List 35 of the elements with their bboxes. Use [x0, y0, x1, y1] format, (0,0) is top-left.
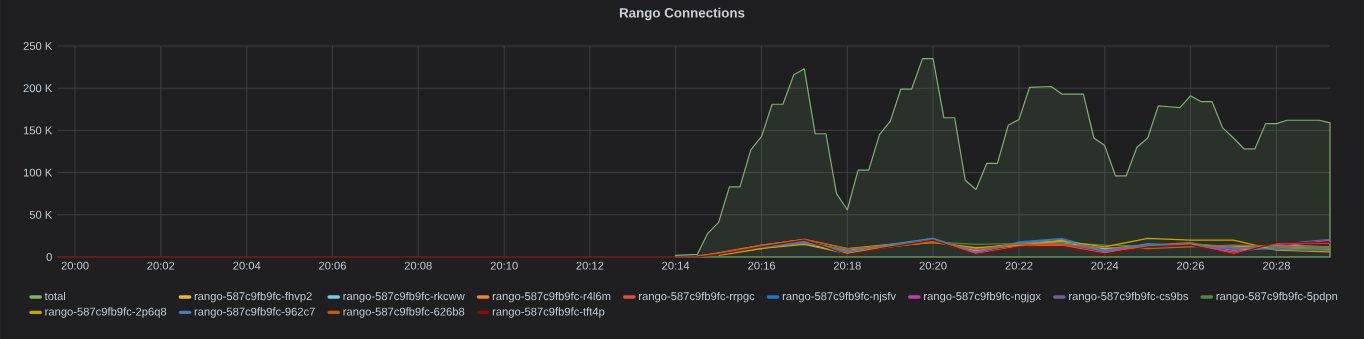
x-tick-label: 20:26 — [1177, 261, 1204, 270]
legend-label: rango-587c9fb9fc-fhvp2 — [194, 291, 312, 303]
y-tick-label: 200 K — [23, 84, 53, 93]
legend-label: rango-587c9fb9fc-tft4p — [492, 307, 605, 318]
legend-label: rango-587c9fb9fc-cs9bs — [1069, 291, 1189, 303]
legend-label: rango-587c9fb9fc-5pdpn — [1216, 291, 1338, 303]
legend-label: rango-587c9fb9fc-r4l6m — [492, 291, 611, 303]
x-tick-label: 20:24 — [1091, 261, 1119, 270]
x-tick-label: 20:28 — [1262, 261, 1290, 270]
x-tick-label: 20:06 — [319, 261, 346, 270]
x-tick-label: 20:16 — [748, 261, 776, 270]
legend-label: rango-587c9fb9fc-njsfv — [782, 291, 896, 303]
y-tick-label: 150 K — [23, 126, 53, 135]
x-tick-label: 20:02 — [147, 261, 175, 270]
x-tick-label: 20:08 — [404, 261, 432, 270]
legend-label: rango-587c9fb9fc-2p6q8 — [45, 307, 167, 318]
x-tick-label: 20:00 — [61, 261, 89, 270]
y-tick-label: 0 — [46, 253, 52, 261]
x-tick-label: 20:22 — [1005, 261, 1033, 270]
x-tick-label: 20:04 — [233, 261, 261, 270]
legend-label: rango-587c9fb9fc-rkcww — [343, 291, 465, 303]
y-tick-label: 50 K — [29, 210, 53, 219]
x-tick-label: 20:18 — [833, 261, 861, 270]
x-tick-label: 20:12 — [576, 261, 604, 270]
x-tick-label: 20:10 — [490, 261, 518, 270]
legend-label: rango-587c9fb9fc-ngjgx — [924, 291, 1041, 303]
chart-title: Rango Connections — [619, 7, 745, 21]
legend-label: rango-587c9fb9fc-962c7 — [194, 307, 315, 318]
x-tick-label: 20:14 — [662, 261, 690, 270]
legend-label: total — [44, 291, 66, 301]
legend-label: rango-587c9fb9fc-rrpgc — [639, 291, 755, 303]
x-tick-label: 20:20 — [919, 261, 947, 270]
legend-label: rango-587c9fb9fc-626b8 — [343, 307, 465, 318]
y-tick-label: 250 K — [23, 42, 53, 50]
y-tick-label: 100 K — [23, 168, 53, 177]
